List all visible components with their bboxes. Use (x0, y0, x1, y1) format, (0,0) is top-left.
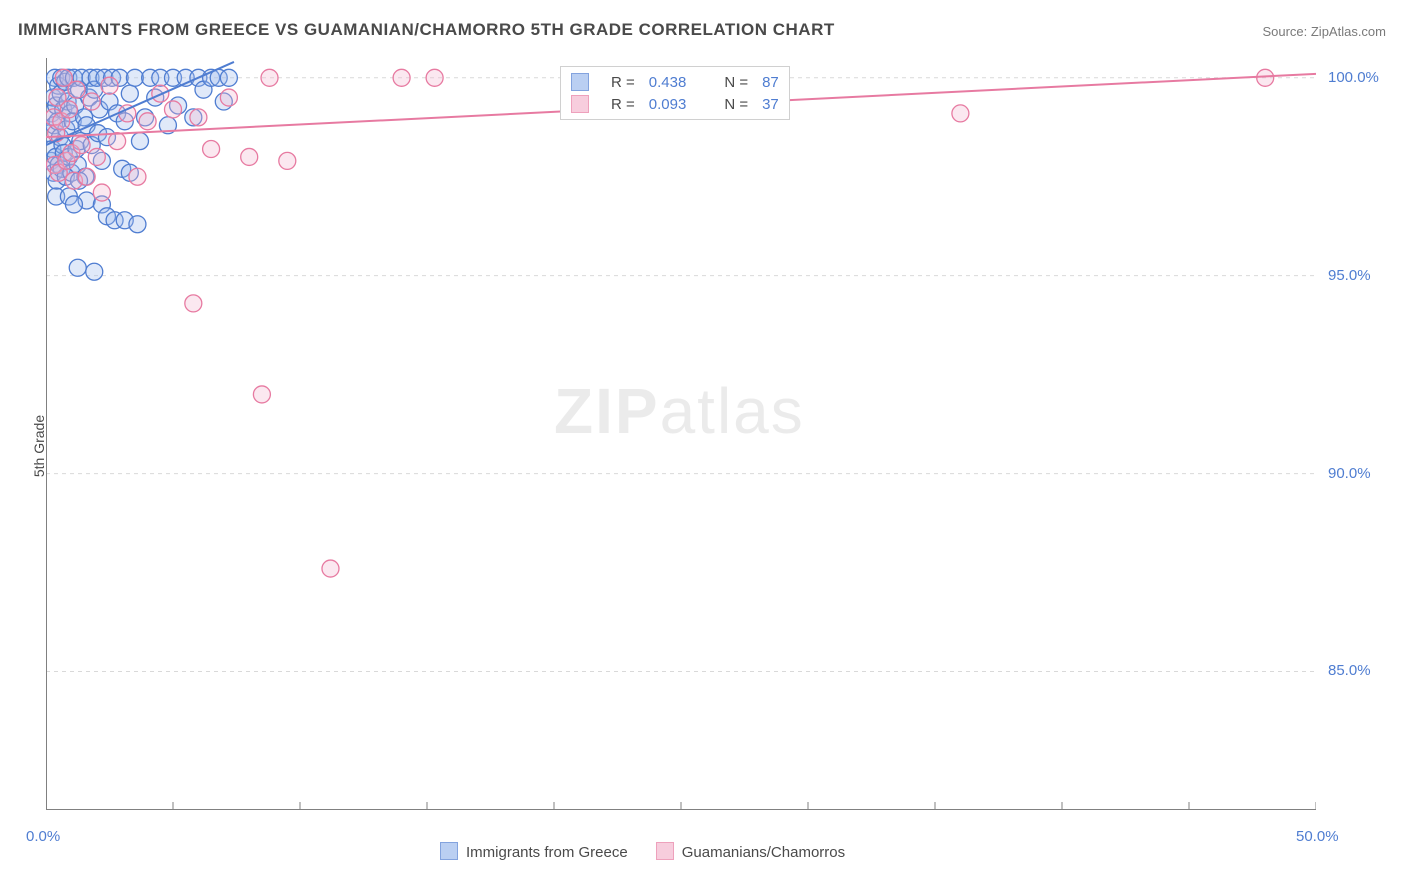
legend-swatch (440, 842, 458, 860)
y-tick-label: 100.0% (1328, 69, 1379, 86)
scatter-plot (46, 58, 1316, 810)
legend-row: R = 0.438 N = 87 (571, 71, 779, 93)
r-value: 0.093 (649, 96, 687, 113)
legend-row: R = 0.093 N = 37 (571, 93, 779, 115)
legend-swatch (571, 73, 589, 91)
y-tick-label: 85.0% (1328, 662, 1371, 679)
series-legend: Immigrants from Greece Guamanians/Chamorr… (440, 842, 845, 861)
legend-swatch (571, 95, 589, 113)
legend-swatch (656, 842, 674, 860)
legend-label: Immigrants from Greece (466, 844, 628, 861)
x-tick-label: 0.0% (26, 828, 60, 845)
source-attribution: Source: ZipAtlas.com (1262, 24, 1386, 39)
source-label: Source: (1262, 24, 1310, 39)
x-tick-label: 50.0% (1296, 828, 1339, 845)
y-tick-label: 90.0% (1328, 465, 1371, 482)
legend-item: Guamanians/Chamorros (656, 842, 845, 861)
n-value: 87 (762, 74, 779, 91)
chart-title: IMMIGRANTS FROM GREECE VS GUAMANIAN/CHAM… (18, 20, 835, 40)
n-label: N = (724, 96, 748, 113)
correlation-legend: R = 0.438 N = 87 R = 0.093 N = 37 (560, 66, 790, 120)
r-label: R = (611, 96, 635, 113)
r-value: 0.438 (649, 74, 687, 91)
legend-label: Guamanians/Chamorros (682, 844, 845, 861)
legend-item: Immigrants from Greece (440, 842, 628, 861)
source-link[interactable]: ZipAtlas.com (1311, 24, 1386, 39)
n-value: 37 (762, 96, 779, 113)
r-label: R = (611, 74, 635, 91)
y-axis-label: 5th Grade (31, 415, 47, 477)
chart-container: IMMIGRANTS FROM GREECE VS GUAMANIAN/CHAM… (0, 0, 1406, 892)
y-tick-label: 95.0% (1328, 267, 1371, 284)
n-label: N = (724, 74, 748, 91)
